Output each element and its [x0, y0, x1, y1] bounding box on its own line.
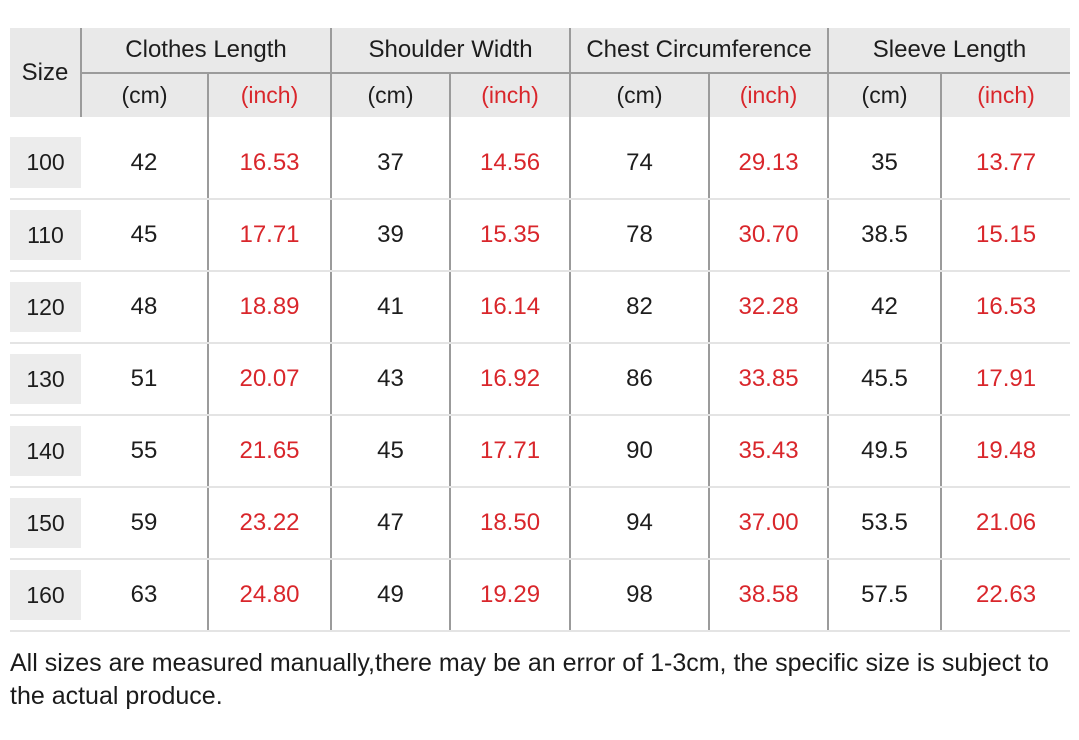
clothes-length-cm: 59 — [81, 487, 208, 560]
header-group-row: Size Clothes Length Shoulder Width Chest… — [10, 28, 1071, 117]
size-value: 100 — [10, 127, 81, 200]
sleeve-length-inch: 22.63 — [940, 559, 1071, 632]
clothes-length-inch: 16.53 — [206, 127, 332, 200]
unit-header-inch: (inch) — [940, 73, 1071, 117]
chest-circumference-cm: 78 — [569, 199, 710, 272]
sleeve-length-cm: 45.5 — [827, 343, 942, 416]
page: Size Clothes Length Shoulder Width Chest… — [10, 28, 1071, 710]
header-body-gap — [10, 117, 1071, 127]
unit-header-cm: (cm) — [81, 73, 208, 117]
size-value: 110 — [10, 199, 81, 272]
header-unit-row: (cm) (inch) (cm) (inch) (cm) (inch) (cm)… — [10, 73, 1071, 117]
clothes-length-cm: 48 — [81, 271, 208, 344]
column-header-sleeve-length: Sleeve Length — [827, 28, 1071, 74]
unit-header-cm: (cm) — [827, 73, 942, 117]
clothes-length-inch: 17.71 — [206, 199, 332, 272]
unit-header-cm: (cm) — [569, 73, 710, 117]
clothes-length-inch: 21.65 — [206, 415, 332, 488]
clothes-length-inch: 20.07 — [206, 343, 332, 416]
clothes-length-cm: 45 — [81, 199, 208, 272]
table-row: 120 48 18.89 41 16.14 82 32.28 42 16.53 — [10, 271, 1071, 344]
size-value: 150 — [10, 487, 81, 560]
clothes-length-cm: 55 — [81, 415, 208, 488]
shoulder-width-inch: 15.35 — [449, 199, 571, 272]
chest-circumference-inch: 33.85 — [708, 343, 829, 416]
shoulder-width-cm: 43 — [330, 343, 451, 416]
chest-circumference-inch: 29.13 — [708, 127, 829, 200]
chest-circumference-inch: 35.43 — [708, 415, 829, 488]
chest-circumference-cm: 90 — [569, 415, 710, 488]
shoulder-width-cm: 37 — [330, 127, 451, 200]
shoulder-width-inch: 16.92 — [449, 343, 571, 416]
shoulder-width-inch: 17.71 — [449, 415, 571, 488]
column-header-shoulder-width: Shoulder Width — [330, 28, 571, 74]
shoulder-width-cm: 47 — [330, 487, 451, 560]
size-value: 140 — [10, 415, 81, 488]
table-row: 140 55 21.65 45 17.71 90 35.43 49.5 19.4… — [10, 415, 1071, 488]
unit-header-inch: (inch) — [708, 73, 829, 117]
table-row: 150 59 23.22 47 18.50 94 37.00 53.5 21.0… — [10, 487, 1071, 560]
shoulder-width-cm: 45 — [330, 415, 451, 488]
column-header-chest-circumference: Chest Circumference — [569, 28, 829, 74]
shoulder-width-inch: 16.14 — [449, 271, 571, 344]
chest-circumference-cm: 94 — [569, 487, 710, 560]
shoulder-width-cm: 41 — [330, 271, 451, 344]
unit-header-inch: (inch) — [449, 73, 571, 117]
chest-circumference-cm: 82 — [569, 271, 710, 344]
clothes-length-inch: 24.80 — [206, 559, 332, 632]
sleeve-length-inch: 21.06 — [940, 487, 1071, 560]
column-header-size: Size — [10, 28, 82, 117]
column-header-clothes-length: Clothes Length — [81, 28, 332, 74]
shoulder-width-inch: 19.29 — [449, 559, 571, 632]
chest-circumference-inch: 30.70 — [708, 199, 829, 272]
sleeve-length-inch: 19.48 — [940, 415, 1071, 488]
table-row: 130 51 20.07 43 16.92 86 33.85 45.5 17.9… — [10, 343, 1071, 416]
size-value: 130 — [10, 343, 81, 416]
chest-circumference-cm: 98 — [569, 559, 710, 632]
clothes-length-inch: 18.89 — [206, 271, 332, 344]
sleeve-length-inch: 15.15 — [940, 199, 1071, 272]
shoulder-width-inch: 14.56 — [449, 127, 571, 200]
chest-circumference-cm: 74 — [569, 127, 710, 200]
sleeve-length-cm: 53.5 — [827, 487, 942, 560]
clothes-length-inch: 23.22 — [206, 487, 332, 560]
size-value: 120 — [10, 271, 81, 344]
table-row: 160 63 24.80 49 19.29 98 38.58 57.5 22.6… — [10, 559, 1071, 632]
size-value: 160 — [10, 559, 81, 632]
shoulder-width-cm: 39 — [330, 199, 451, 272]
sleeve-length-cm: 57.5 — [827, 559, 942, 632]
table-row: 110 45 17.71 39 15.35 78 30.70 38.5 15.1… — [10, 199, 1071, 272]
shoulder-width-inch: 18.50 — [449, 487, 571, 560]
chest-circumference-inch: 37.00 — [708, 487, 829, 560]
clothes-length-cm: 63 — [81, 559, 208, 632]
chest-circumference-inch: 38.58 — [708, 559, 829, 632]
sleeve-length-cm: 49.5 — [827, 415, 942, 488]
unit-header-cm: (cm) — [330, 73, 451, 117]
sleeve-length-inch: 13.77 — [940, 127, 1071, 200]
size-note: All sizes are measured manually,there ma… — [10, 649, 1049, 710]
unit-header-inch: (inch) — [206, 73, 332, 117]
sleeve-length-inch: 16.53 — [940, 271, 1071, 344]
chest-circumference-inch: 32.28 — [708, 271, 829, 344]
clothes-length-cm: 51 — [81, 343, 208, 416]
chest-circumference-cm: 86 — [569, 343, 710, 416]
shoulder-width-cm: 49 — [330, 559, 451, 632]
clothes-length-cm: 42 — [81, 127, 208, 200]
sleeve-length-inch: 17.91 — [940, 343, 1071, 416]
sleeve-length-cm: 35 — [827, 127, 942, 200]
table-row: 100 42 16.53 37 14.56 74 29.13 35 13.77 — [10, 127, 1071, 200]
sleeve-length-cm: 42 — [827, 271, 942, 344]
sleeve-length-cm: 38.5 — [827, 199, 942, 272]
size-chart-table: Size Clothes Length Shoulder Width Chest… — [10, 28, 1071, 632]
